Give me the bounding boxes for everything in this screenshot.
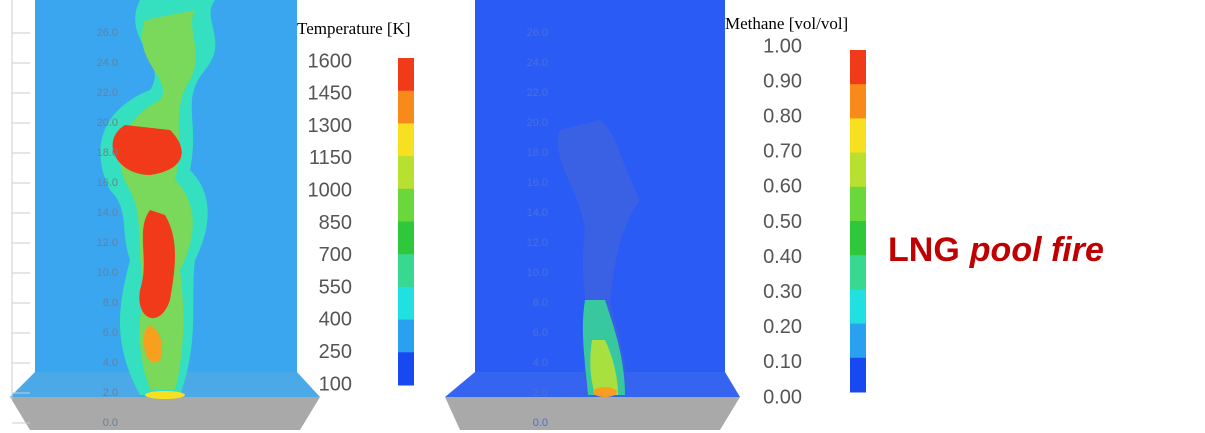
colorbar-swatch	[398, 188, 414, 222]
height-label: 20.0	[97, 117, 118, 129]
colorbar-swatch	[850, 50, 866, 85]
colorbar-label: 0.00	[763, 386, 802, 408]
plume-temperature	[100, 0, 216, 399]
colorbar-swatch	[850, 186, 866, 222]
colorbar-swatch	[850, 357, 866, 393]
height-label: 10.0	[97, 267, 118, 279]
colorbar-label: 0.90	[763, 70, 802, 92]
colorbar-label: 0.70	[763, 141, 802, 163]
colorbar-swatch	[850, 152, 866, 188]
height-label: 16.0	[97, 177, 118, 189]
colorbar-label: 250	[319, 341, 352, 363]
colorbar-label: 700	[319, 244, 352, 266]
colorbar-swatch	[850, 255, 866, 290]
height-label: 16.0	[527, 177, 548, 189]
height-label: 22.0	[527, 87, 548, 99]
colorbar-label: 0.20	[763, 316, 802, 338]
colorbar-swatch	[850, 84, 866, 119]
height-label: 0.0	[533, 417, 548, 429]
colorbar-swatch	[398, 254, 414, 288]
colorbar-title: Temperature [K]	[297, 19, 411, 38]
colorbar-label: 1000	[308, 179, 353, 201]
height-label: 18.0	[97, 147, 118, 159]
height-label: 24.0	[97, 57, 118, 69]
height-label: 12.0	[527, 237, 548, 249]
colorbar-swatch	[398, 221, 414, 255]
colorbar-label: 0.50	[763, 211, 802, 233]
caption-bold: LNG	[888, 231, 960, 269]
colorbar-label: 0.60	[763, 176, 802, 198]
colorbar-swatch	[398, 352, 414, 386]
colorbar-label: 0.40	[763, 246, 802, 268]
colorbar-label: 1300	[308, 115, 353, 137]
colorbar-swatch	[398, 90, 414, 124]
colorbar-label: 1450	[308, 83, 353, 105]
colorbar-swatch	[850, 323, 866, 359]
height-label: 12.0	[97, 237, 118, 249]
colorbar-label: 1.00	[763, 35, 802, 57]
height-label: 14.0	[97, 207, 118, 219]
height-label: 8.0	[533, 297, 548, 309]
height-label: 10.0	[527, 267, 548, 279]
colorbar-title: Methane [vol/vol]	[725, 14, 848, 33]
colorbar-label: 1600	[308, 50, 353, 72]
colorbar-swatch	[398, 156, 414, 190]
height-label: 2.0	[103, 387, 118, 399]
caption-italic: pool fire	[969, 231, 1104, 269]
height-label: 6.0	[103, 327, 118, 339]
height-label: 24.0	[527, 57, 548, 69]
colorbar-swatch	[398, 286, 414, 321]
height-label: 20.0	[527, 117, 548, 129]
height-label: 26.0	[527, 27, 548, 39]
colorbar-swatch	[398, 58, 414, 92]
colorbar-label: 100	[319, 373, 352, 395]
colorbar-label: 0.30	[763, 281, 802, 303]
height-label: 22.0	[97, 87, 118, 99]
colorbar-swatch	[398, 123, 414, 157]
colorbar-label: 1150	[309, 147, 352, 169]
height-label: 6.0	[533, 327, 548, 339]
colorbar-swatch	[398, 319, 414, 353]
height-label: 14.0	[527, 207, 548, 219]
colorbar-label: 550	[319, 276, 352, 298]
height-label: 8.0	[103, 297, 118, 309]
height-label: 18.0	[527, 147, 548, 159]
height-label: 26.0	[97, 27, 118, 39]
colorbar-swatch	[850, 221, 866, 256]
height-label: 2.0	[533, 387, 548, 399]
colorbar-label: 400	[319, 309, 352, 331]
height-label: 4.0	[103, 357, 118, 369]
caption: LNG pool fire	[888, 231, 1104, 269]
colorbar-swatch	[850, 289, 866, 325]
plume-methane	[557, 120, 640, 397]
colorbar-label: 850	[319, 212, 352, 234]
floor-right	[445, 397, 740, 430]
colorbar-label: 0.10	[763, 351, 802, 373]
height-label: 4.0	[533, 357, 548, 369]
height-label: 0.0	[103, 417, 118, 429]
colorbar-label: 0.80	[763, 105, 802, 127]
floor-left	[10, 397, 320, 430]
colorbar-swatch	[850, 118, 866, 154]
